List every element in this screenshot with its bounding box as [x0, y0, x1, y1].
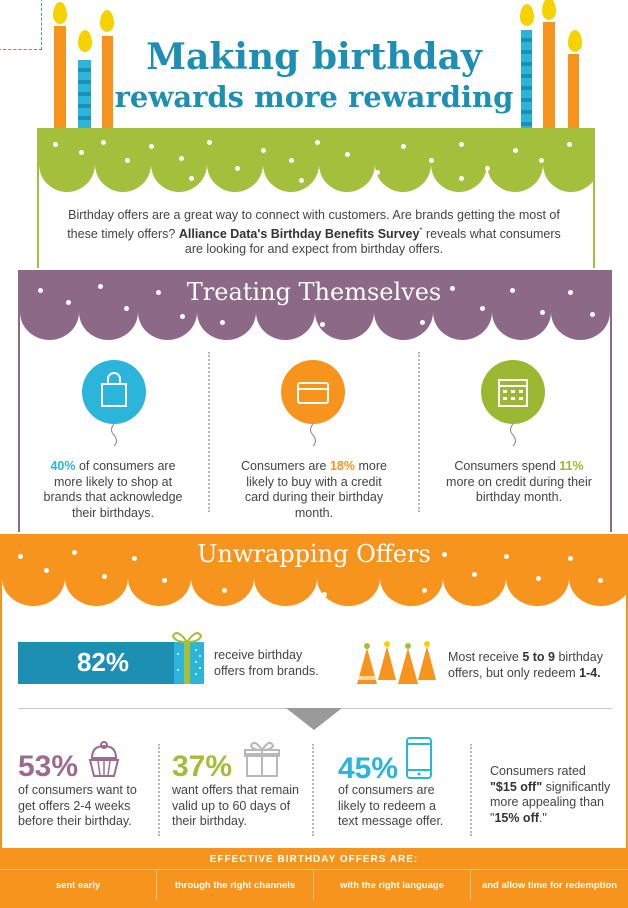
flame-icon: [520, 4, 534, 26]
balloon: [82, 360, 146, 424]
balloon-string: [510, 424, 516, 446]
balloon: [281, 360, 345, 424]
flame-icon: [568, 30, 582, 52]
credit-card-icon: [297, 382, 329, 404]
divider: [208, 352, 210, 512]
stat-53: 53%: [18, 750, 79, 783]
page-title: Making birthday: [146, 36, 482, 78]
receive-pct: 82%: [76, 647, 130, 677]
party-hats-icon: [357, 641, 436, 684]
footer-rule: [0, 869, 628, 870]
corner-frame: [0, 0, 42, 50]
stat-45: 45%: [338, 752, 399, 785]
candle: [102, 36, 113, 128]
stat-credit-card: Consumers are 18% more likely to buy wit…: [241, 459, 387, 520]
candle: [54, 26, 66, 128]
divider: [418, 352, 420, 512]
stat-shop: 40% of consumers are more likely to shop…: [43, 459, 183, 520]
footer-item-redemption: and allow time for redemption: [481, 879, 618, 891]
stat-spend: Consumers spend 11% more on credit durin…: [446, 459, 592, 504]
receive-text: receive birthday offers from brands.: [214, 648, 319, 678]
footer-item-channels: through the right channels: [157, 870, 314, 900]
treating-title: Treating Themselves: [186, 278, 442, 306]
stat-53-text: of consumers want to get offers 2-4 week…: [18, 783, 137, 828]
candle: [78, 60, 91, 128]
divider: [470, 744, 472, 836]
candle: [543, 22, 555, 128]
phone-icon: [406, 737, 432, 779]
footer-item-sent-early: sent early: [0, 870, 157, 900]
flame-icon: [100, 10, 114, 32]
calendar-icon: [498, 379, 528, 407]
footer-item-language: with the right language: [314, 870, 471, 900]
gift-box-icon: [171, 632, 204, 684]
candle: [568, 54, 579, 128]
footer-band: [0, 848, 628, 908]
intro-text: Birthday offers are a great way to conne…: [67, 208, 561, 257]
candle: [521, 30, 532, 128]
stat-37: 37%: [172, 750, 233, 783]
cupcake-icon: [88, 741, 120, 777]
down-arrow-icon: [286, 708, 342, 730]
shopping-bag-icon: [101, 372, 127, 407]
redeem-text: Most receive 5 to 9 birthday offers, but…: [448, 650, 603, 680]
footer-heading: EFFECTIVE BIRTHDAY OFFERS ARE:: [209, 854, 419, 865]
gift-icon: [244, 741, 280, 777]
flame-icon: [78, 30, 92, 52]
rated-text: Consumers rated "$15 off" significantly m…: [490, 764, 611, 825]
stat-45-text: of consumers are likely to redeem a text…: [338, 783, 444, 828]
divider: [158, 744, 160, 836]
stat-37-text: want offers that remain valid up to 60 d…: [172, 783, 299, 828]
balloon-string: [310, 424, 316, 446]
flame-icon: [53, 2, 67, 24]
divider: [312, 744, 314, 836]
balloon-string: [111, 424, 117, 446]
flame-icon: [542, 0, 556, 20]
balloon: [481, 360, 545, 424]
top-tier: [37, 128, 595, 268]
unwrapping-title: Unwrapping Offers: [197, 540, 431, 568]
receive-bar: [18, 642, 180, 684]
page-subtitle: rewards more rewarding: [114, 80, 514, 114]
